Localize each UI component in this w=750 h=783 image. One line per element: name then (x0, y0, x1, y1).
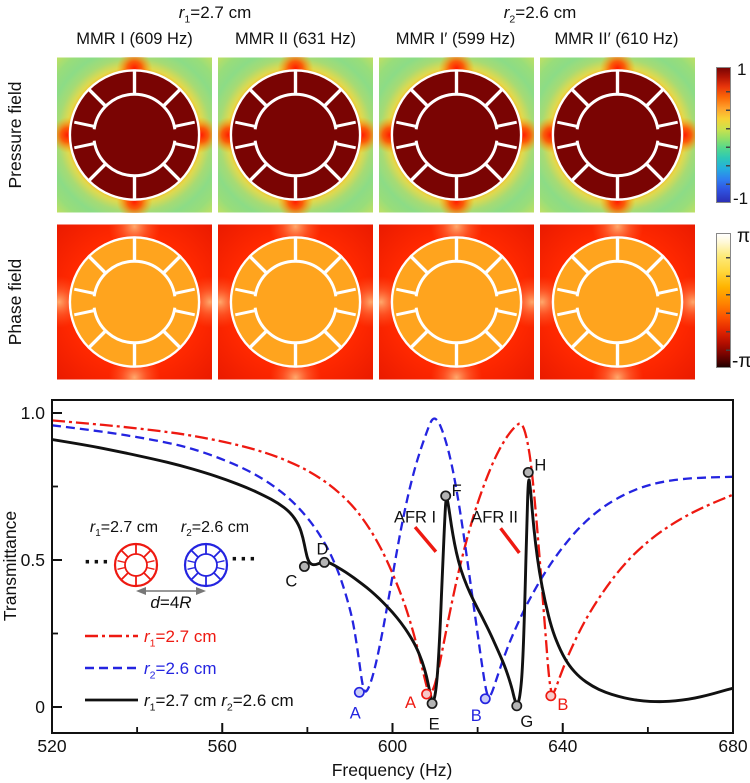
group-title-r1: r1=2.7 cm (178, 3, 252, 26)
y-tick-label: 0 (35, 697, 45, 717)
mmr-label-3: MMR I′ (599 Hz) (395, 30, 516, 48)
phase-colorbar-max: π (737, 226, 750, 247)
point-A (421, 688, 432, 700)
point-label-B: B (471, 707, 482, 725)
phase-panel-3 (379, 224, 534, 380)
pressure-field-label: Pressure field (5, 81, 25, 189)
x-tick-label: 560 (208, 736, 237, 756)
point-label-H: H (534, 456, 546, 474)
inset-dots-left: ··· (84, 549, 111, 576)
phase-panel-1 (57, 224, 212, 380)
y-axis-title: Transmittance (0, 511, 20, 621)
x-tick-label: 600 (378, 736, 407, 756)
point-label-E: E (429, 715, 440, 733)
inset-ring-r1 (113, 542, 159, 588)
pressure-colorbar-min: -1 (733, 189, 749, 208)
pressure-heatmap (57, 57, 212, 213)
inset-dots-right: ··· (231, 546, 258, 573)
point-D (318, 556, 330, 568)
point-label-C: C (285, 572, 297, 590)
inset-label-r1: r1=2.7 cm (89, 519, 159, 540)
inset-distance-label: d=4R (150, 593, 192, 612)
point-label-A: A (405, 694, 416, 712)
pressure-heatmap (379, 57, 534, 213)
point-label-D: D (316, 540, 328, 558)
x-tick-label: 520 (37, 736, 66, 756)
annotation-slash-1 (499, 527, 521, 554)
point-E (426, 698, 438, 709)
point-H (522, 466, 534, 478)
phase-field-label: Phase field (5, 258, 25, 346)
phase-heatmap (379, 224, 534, 380)
point-label-F: F (452, 482, 462, 500)
point-G (511, 700, 523, 712)
annotation-text-0: AFR I (394, 508, 436, 526)
phase-colorbar-ticks (726, 240, 730, 361)
pressure-heatmap (540, 57, 695, 213)
phase-heatmap (218, 224, 373, 380)
pressure-panel-3 (379, 57, 534, 213)
legend-label-r1: r1=2.7 cm (144, 627, 217, 650)
phase-heatmap (540, 224, 695, 380)
group-title-r2: r2=2.6 cm (503, 3, 577, 26)
pressure-panel-4 (540, 57, 695, 213)
pressure-colorbar (716, 67, 731, 203)
legend-label-r2: r2=2.6 cm (144, 659, 217, 682)
point-B (545, 690, 557, 702)
transmittance-chart: 520 560 600 640 680 0 0.5 1.0 Frequency (Hz) Tran… (0, 399, 748, 780)
phase-heatmap (57, 224, 212, 380)
curve-1 (53, 417, 732, 698)
mmr-label-1: MMR I (609 Hz) (76, 30, 193, 48)
inset-ring-r2 (183, 542, 229, 588)
arrowhead-left (136, 587, 146, 595)
point-label-A: A (350, 704, 361, 722)
annotation-slash-0 (413, 525, 438, 553)
mmr-label-4: MMR II′ (610 Hz) (554, 30, 679, 48)
annotation-text-1: AFR II (471, 508, 518, 526)
inset-label-r2: r2=2.6 cm (180, 519, 250, 540)
y-tick-label: 1.0 (21, 403, 46, 423)
phase-panel-2 (218, 224, 373, 380)
point-label-G: G (520, 713, 533, 731)
pressure-heatmap (218, 57, 373, 213)
legend-label-both: r1=2.7 cm r2=2.6 cm (144, 691, 294, 714)
point-F (440, 490, 452, 502)
pressure-colorbar-max: 1 (737, 60, 747, 79)
phase-colorbar-min: -π (732, 351, 750, 372)
x-tick-label: 640 (548, 736, 577, 756)
curve-0 (53, 419, 732, 695)
arrowhead-right (196, 587, 206, 595)
phase-colorbar (716, 233, 731, 368)
point-A (353, 686, 365, 698)
phase-panel-4 (540, 224, 695, 380)
x-tick-label: 680 (718, 736, 747, 756)
y-tick-label: 0.5 (21, 550, 45, 570)
pressure-panel-1 (57, 57, 212, 213)
pressure-panel-2 (218, 57, 373, 213)
x-axis-title: Frequency (Hz) (332, 760, 453, 780)
mmr-label-2: MMR II (631 Hz) (234, 30, 356, 48)
point-C (298, 561, 310, 572)
point-label-B: B (557, 696, 568, 714)
point-B (479, 693, 491, 705)
pressure-colorbar-ticks (726, 74, 730, 196)
